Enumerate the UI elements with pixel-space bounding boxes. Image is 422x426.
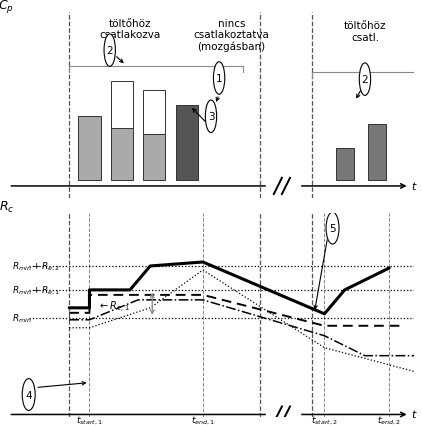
Text: $R_{min}+R_{e,2}$: $R_{min}+R_{e,2}$ (12, 260, 60, 273)
Text: 1: 1 (216, 74, 222, 84)
Circle shape (326, 213, 339, 245)
Text: $R_{min}+R_{e,1}$: $R_{min}+R_{e,1}$ (12, 284, 60, 296)
Text: 5: 5 (329, 224, 336, 233)
Text: t: t (411, 409, 416, 420)
Circle shape (104, 35, 115, 67)
Bar (78, 117, 100, 181)
Bar (266, 173, 300, 198)
Text: $\leftarrow R_{e,1}$: $\leftarrow R_{e,1}$ (98, 299, 130, 315)
Bar (266, 400, 300, 426)
Bar (368, 125, 386, 181)
Text: 2: 2 (106, 46, 113, 56)
Circle shape (206, 101, 216, 133)
Bar (143, 134, 165, 181)
Text: t: t (411, 181, 416, 192)
Text: $C_p$: $C_p$ (0, 0, 14, 15)
Text: 4: 4 (25, 390, 32, 400)
Text: töltőhöz
csatlakozva: töltőhöz csatlakozva (99, 19, 161, 40)
Bar (111, 82, 133, 129)
Text: $t_{end,2}$: $t_{end,2}$ (377, 414, 401, 426)
Text: nincs
csatlakoztatva
(mozgásban): nincs csatlakoztatva (mozgásban) (193, 19, 269, 52)
Text: töltőhöz
csatl.: töltőhöz csatl. (344, 21, 386, 43)
Text: 3: 3 (208, 112, 214, 122)
Circle shape (22, 379, 35, 411)
Circle shape (214, 63, 225, 95)
Text: 2: 2 (362, 75, 368, 85)
Circle shape (359, 64, 371, 96)
Bar (335, 148, 354, 181)
Text: $R_c$: $R_c$ (0, 199, 14, 215)
Text: $t_{end,1}$: $t_{end,1}$ (191, 414, 215, 426)
Text: $t_{start,2}$: $t_{start,2}$ (311, 414, 338, 426)
Text: $t_{start,1}$: $t_{start,1}$ (76, 414, 103, 426)
Bar (143, 90, 165, 134)
Bar (111, 129, 133, 181)
Bar (176, 105, 198, 181)
Text: $R_{min}$: $R_{min}$ (12, 312, 31, 324)
